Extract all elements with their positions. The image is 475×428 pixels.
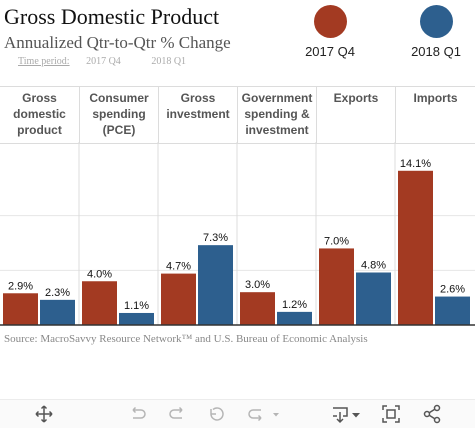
chart-subtitle: Annualized Qtr-to-Qtr % Change (4, 33, 231, 52)
category-header-pce: Consumer spending (PCE) (79, 87, 158, 143)
share-icon[interactable] (422, 404, 442, 424)
redo-icon[interactable] (168, 404, 188, 424)
time-period-label: Time period: (18, 56, 70, 67)
bar-2017q4-0[interactable] (3, 293, 38, 325)
data-label: 7.3% (203, 232, 228, 244)
viz-toolbar (0, 399, 475, 428)
legend-item-2017q4[interactable]: 2017 Q4 (295, 5, 365, 59)
category-header-line: Gross (22, 91, 57, 105)
time-period-option-2017q4[interactable]: 2017 Q4 (86, 56, 121, 67)
data-label: 4.7% (166, 261, 191, 273)
time-period-filter: Time period: 2017 Q4 2018 Q1 (18, 56, 214, 67)
category-header-line: Consumer (89, 91, 149, 105)
category-header-line: spending (92, 107, 146, 121)
category-header-row: Gross domestic product Consumer spending… (0, 86, 475, 144)
category-header-gdp: Gross domestic product (0, 87, 79, 143)
legend-label-2018q1: 2018 Q1 (411, 44, 461, 59)
data-label: 7.0% (324, 235, 349, 247)
bar-2018q1-0[interactable] (40, 299, 75, 325)
category-header-line: Gross (180, 91, 216, 105)
data-label: 1.1% (124, 300, 149, 312)
legend-item-2018q1[interactable]: 2018 Q1 (401, 5, 471, 59)
data-label: 3.0% (245, 279, 270, 291)
bar-2018q1-5[interactable] (435, 296, 470, 325)
legend-label-2017q4: 2017 Q4 (305, 44, 355, 59)
category-header-line: investment (245, 123, 309, 137)
bar-2018q1-1[interactable] (119, 312, 154, 325)
bar-2017q4-4[interactable] (319, 248, 354, 325)
category-header-line: (PCE) (102, 123, 136, 137)
fullscreen-icon[interactable] (381, 404, 401, 424)
category-header-government: Government spending & investment (237, 87, 316, 143)
data-label: 14.1% (400, 158, 431, 170)
category-header-imports: Imports (395, 87, 475, 143)
chart-title: Gross Domestic Product (4, 4, 220, 29)
data-label: 2.3% (45, 287, 70, 299)
category-header-line: investment (166, 107, 230, 121)
legend-swatch-2017q4 (313, 5, 347, 38)
move-icon[interactable] (34, 404, 54, 424)
category-header-exports: Exports (316, 87, 395, 143)
download-icon[interactable] (330, 404, 364, 424)
data-label: 4.8% (361, 260, 386, 272)
bar-2018q1-3[interactable] (277, 311, 312, 325)
bar-chart: 2.9% 2.3% 4.0% 1.1% 4.7% 7.3% 3.0% 1.2% 7.0% 4.8%… (0, 142, 475, 326)
category-header-line: product (17, 123, 62, 137)
data-label: 2.9% (8, 280, 33, 292)
time-period-option-2018q1[interactable]: 2018 Q1 (151, 56, 187, 67)
category-header-investment: Gross investment (158, 87, 237, 143)
undo-icon[interactable] (127, 404, 147, 424)
bar-2017q4-1[interactable] (82, 281, 117, 325)
category-header-line: Imports (413, 91, 458, 105)
bar-2018q1-2[interactable] (198, 245, 233, 325)
bar-2017q4-2[interactable] (161, 273, 196, 325)
category-header-line: Exports (333, 91, 379, 105)
revert-icon[interactable] (207, 404, 227, 424)
category-header-line: Government (241, 91, 313, 105)
bar-2017q4-3[interactable] (240, 292, 275, 325)
data-label: 1.2% (282, 299, 307, 311)
category-header-line: domestic (13, 107, 66, 121)
bar-2017q4-5[interactable] (398, 170, 433, 325)
refresh-icon[interactable] (245, 404, 281, 424)
legend-swatch-2018q1 (419, 5, 453, 38)
data-label: 2.6% (440, 284, 465, 296)
bar-2018q1-4[interactable] (356, 272, 391, 326)
category-header-line: spending & (244, 107, 310, 121)
source-note: Source: MacroSavvy Resource Network™ and… (4, 333, 368, 345)
data-label: 4.0% (87, 268, 112, 280)
